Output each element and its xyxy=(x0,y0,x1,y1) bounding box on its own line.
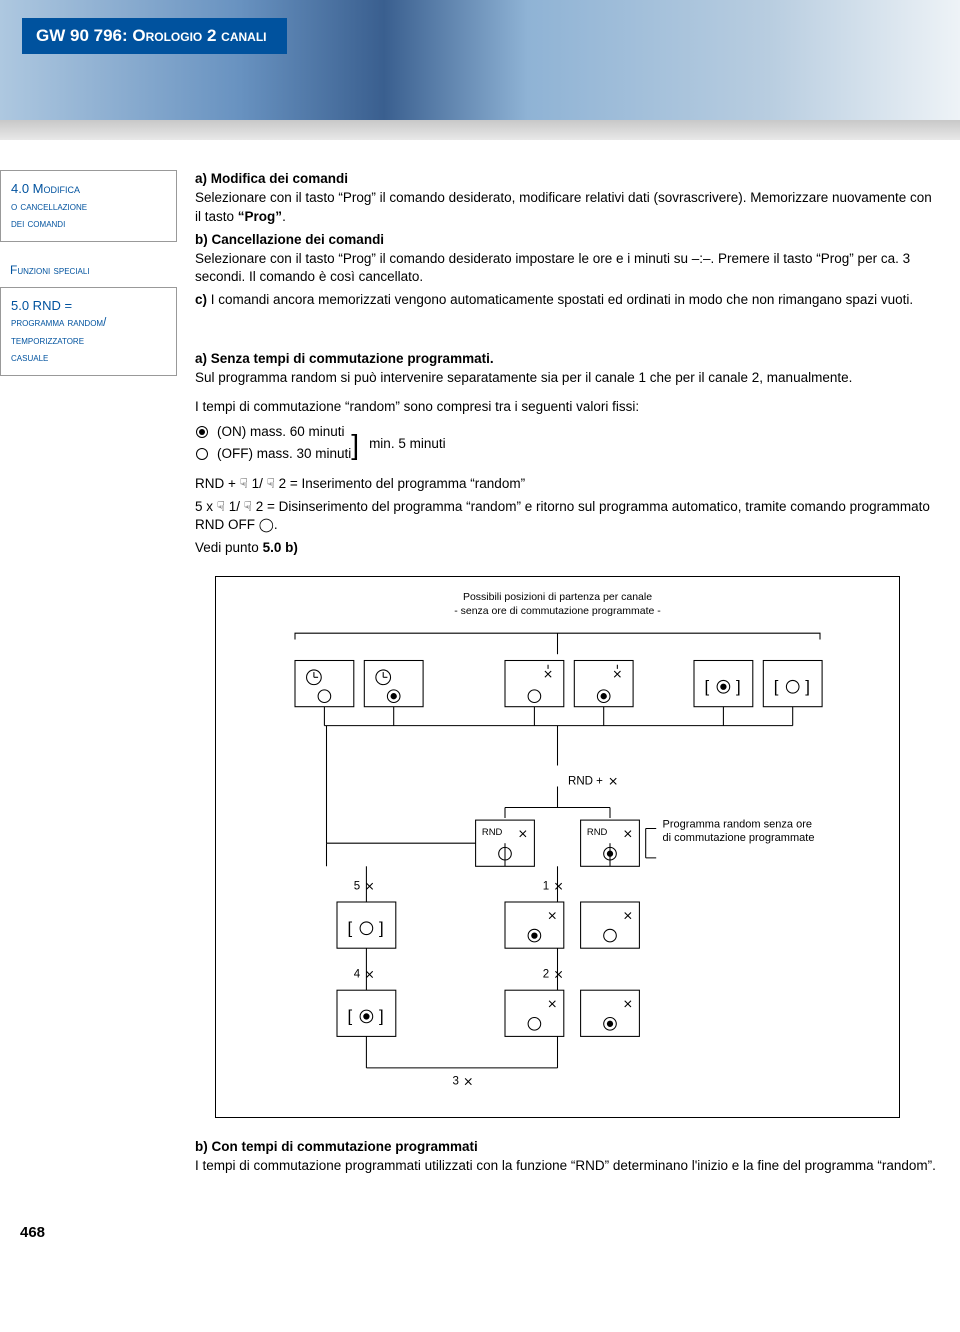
on-label: (ON) mass. 60 minuti xyxy=(217,423,345,442)
off-icon xyxy=(195,445,217,464)
svg-text:2: 2 xyxy=(543,968,549,980)
svg-text:[: [ xyxy=(774,677,779,696)
content-area: 4.0 Modifica o cancellazione dei comandi… xyxy=(0,140,960,1214)
svg-text:[: [ xyxy=(348,918,353,937)
rnd-onoff-row: (ON) mass. 60 minuti (OFF) mass. 30 minu… xyxy=(195,423,940,467)
diag-rndplus: RND + xyxy=(568,775,603,787)
svg-text:]: ] xyxy=(805,677,810,696)
on-row: (ON) mass. 60 minuti xyxy=(195,423,351,442)
a-tail: . xyxy=(282,209,286,224)
section-c: b) Con tempi di commutazione programmati… xyxy=(195,1138,940,1176)
c-head: c) xyxy=(195,292,207,307)
sidebar-box2-line3: temporizzatore xyxy=(11,333,166,350)
sidebar-box-modifica: 4.0 Modifica o cancellazione dei comandi xyxy=(0,170,177,242)
rnd-ins: RND + ☟ 1/ ☟ 2 = Inserimento del program… xyxy=(195,475,940,494)
svg-text:]: ] xyxy=(379,1006,384,1025)
a-body: Selezionare con il tasto “Prog” il coman… xyxy=(195,190,932,224)
sidebar-box1-line3: dei comandi xyxy=(11,216,166,233)
page-number: 468 xyxy=(0,1214,960,1253)
sidebar-box1-line1: 4.0 Modifica xyxy=(11,179,166,199)
main-column: a) Modifica dei comandi Selezionare con … xyxy=(195,170,940,1194)
sidebar-box1-line2: o cancellazione xyxy=(11,199,166,216)
c-head: b) xyxy=(195,1139,208,1154)
see-bold: 5.0 b) xyxy=(263,540,298,555)
svg-text:]: ] xyxy=(736,677,741,696)
svg-text:[: [ xyxy=(348,1006,353,1025)
rnd-a: a) Senza tempi di commutazione programma… xyxy=(195,350,940,388)
para-c: c) I comandi ancora memorizzati vengono … xyxy=(195,291,940,310)
svg-text:3: 3 xyxy=(453,1075,459,1087)
a-head: a) xyxy=(195,171,207,186)
diag-sidelabel: Programma random senza ore di commutazio… xyxy=(663,818,821,846)
banner-title: GW 90 796: Orologio 2 canali xyxy=(22,18,287,54)
b-body: Selezionare con il tasto “Prog” il coman… xyxy=(195,251,910,285)
b-head: b) xyxy=(195,232,208,247)
svg-text:5: 5 xyxy=(354,880,360,892)
svg-text:1: 1 xyxy=(543,880,549,892)
section-modifica: a) Modifica dei comandi Selezionare con … xyxy=(195,170,940,310)
c-bold: Con tempi di commutazione programmati xyxy=(212,1139,478,1154)
header-banner: GW 90 796: Orologio 2 canali xyxy=(0,0,960,120)
off-label: (OFF) mass. 30 minuti xyxy=(217,445,351,464)
sidebar-box-rnd: 5.0 RND = programma random/ temporizzato… xyxy=(0,287,177,376)
c-body: I tempi di commutazione programmati util… xyxy=(195,1158,936,1173)
svg-text:RND: RND xyxy=(587,826,608,837)
diagram-title: Possibili posizioni di partenza per cana… xyxy=(232,591,883,618)
para-a: a) Modifica dei comandi Selezionare con … xyxy=(195,170,940,227)
rnd-a-bold: Senza tempi di commutazione programmati. xyxy=(211,351,494,366)
svg-text:4: 4 xyxy=(354,968,361,980)
rnd-a-head: a) xyxy=(195,351,207,366)
diagram-title-l2: - senza ore di commutazione programmate … xyxy=(454,605,661,617)
sidebar: 4.0 Modifica o cancellazione dei comandi… xyxy=(0,170,195,1194)
sidebar-box2-line4: casuale xyxy=(11,350,166,367)
min-label: min. 5 minuti xyxy=(369,435,446,454)
para-b: b) Cancellazione dei comandi Selezionare… xyxy=(195,231,940,288)
c-body: I comandi ancora memorizzati vengono aut… xyxy=(211,292,913,307)
rnd-line2: I tempi di commutazione “random” sono co… xyxy=(195,398,940,417)
see-text: Vedi punto xyxy=(195,540,259,555)
svg-text:[: [ xyxy=(705,677,710,696)
diagram-title-l1: Possibili posizioni di partenza per cana… xyxy=(463,591,652,603)
b-bold: Cancellazione dei comandi xyxy=(212,232,385,247)
sidebar-box2-line1: 5.0 RND = xyxy=(11,296,166,316)
diagram-svg: [ ] [ ] RND + xyxy=(232,629,883,1091)
off-row: (OFF) mass. 30 minuti xyxy=(195,445,351,464)
svg-text:RND: RND xyxy=(482,826,503,837)
sidebar-box2-line2: programma random/ xyxy=(11,315,166,332)
svg-text:]: ] xyxy=(379,918,384,937)
a-tail-bold: “Prog” xyxy=(238,209,282,224)
rnd-dis: 5 x ☟ 1/ ☟ 2 = Disinserimento del progra… xyxy=(195,498,940,536)
bracket-icon: ] xyxy=(351,431,359,459)
rnd-see: Vedi punto 5.0 b) xyxy=(195,539,940,558)
sidebar-label-funzioni: Funzioni speciali xyxy=(0,256,177,287)
diagram-box: Possibili posizioni di partenza per cana… xyxy=(215,576,900,1118)
section-rnd: a) Senza tempi di commutazione programma… xyxy=(195,350,940,558)
on-icon xyxy=(195,423,217,442)
a-bold: Modifica dei comandi xyxy=(211,171,348,186)
rnd-a-body: Sul programma random si può intervenire … xyxy=(195,370,852,385)
c-para: b) Con tempi di commutazione programmati… xyxy=(195,1138,940,1176)
header-strip xyxy=(0,120,960,140)
